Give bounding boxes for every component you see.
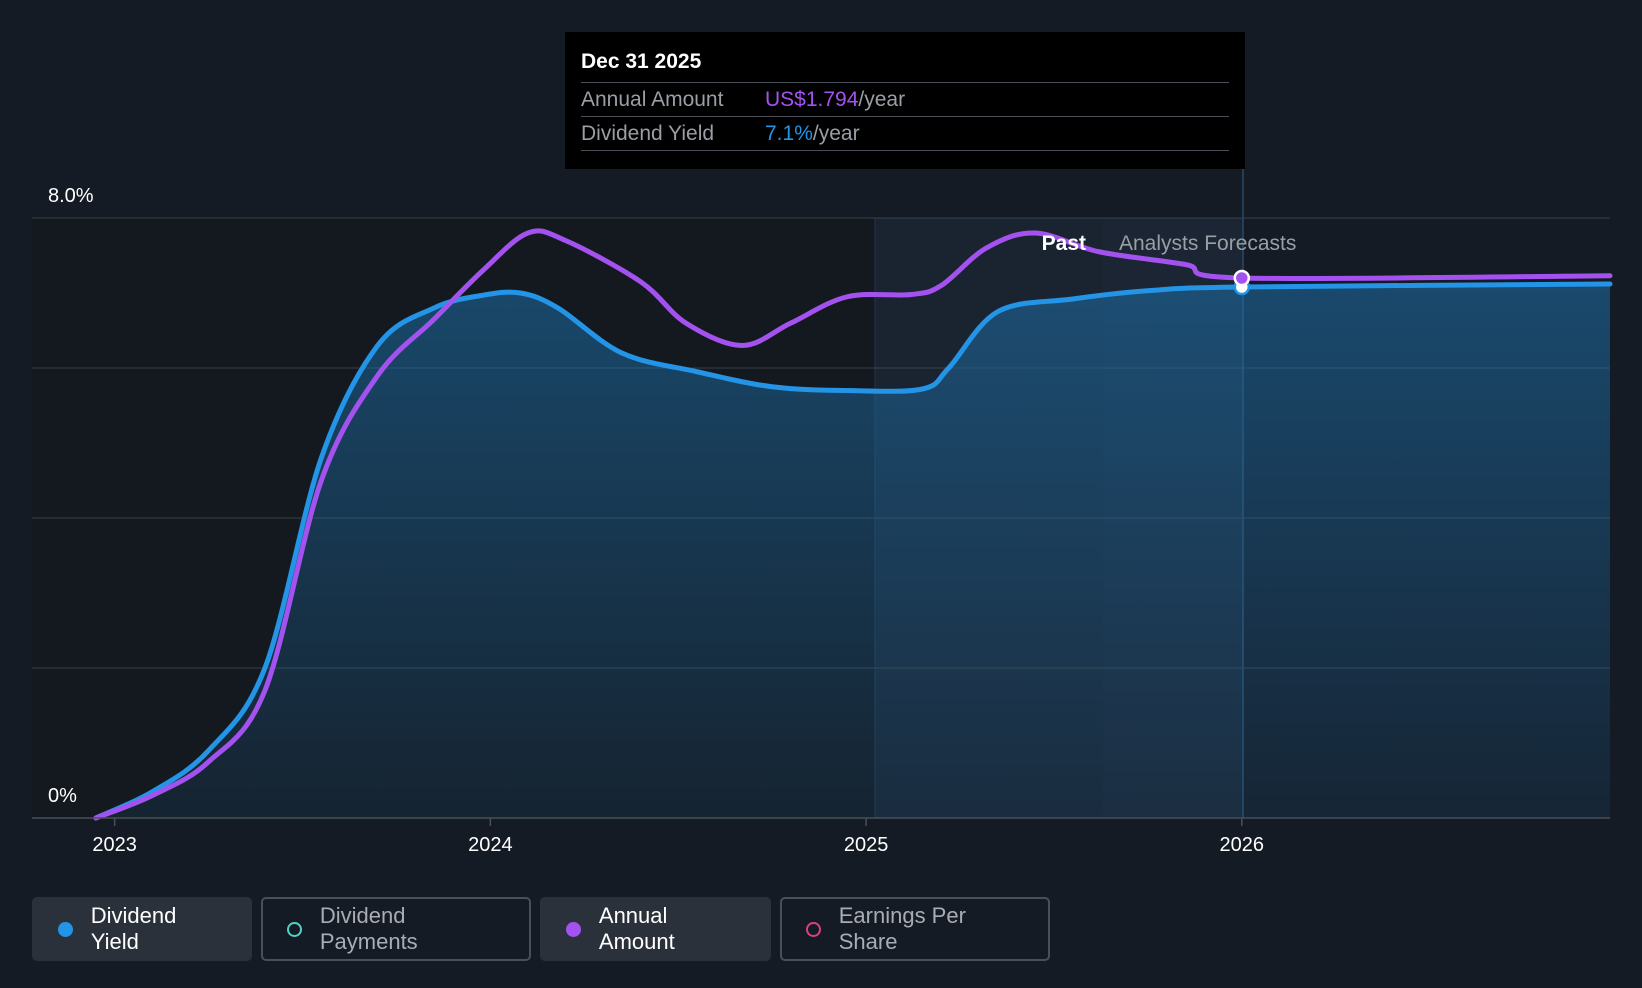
x-axis-ticks: 2023 2024 2025 2026 [92, 818, 1264, 856]
dividend-yield-line [93, 281, 1613, 821]
tooltip-annual-amount-label: Annual Amount [581, 88, 724, 111]
legend-dividend-yield-label: Dividend Yield [90, 903, 177, 954]
tooltip-row-annual-amount: Annual Amount US$1.794/year [581, 82, 1229, 116]
tooltip-annual-amount-value: US$1.794 [765, 88, 859, 111]
tooltip-row-dividend-yield: Dividend Yield 7.1%/year [581, 116, 1229, 151]
tooltip-dividend-yield-unit: /year [812, 122, 860, 145]
annual-amount-line [93, 228, 1613, 821]
y-tick-label-bottom: 0% [48, 785, 77, 807]
dividend-yield-dot-icon [58, 921, 73, 937]
legend-annual-amount-label: Annual Amount [598, 903, 675, 954]
annual-amount-dot-icon [566, 921, 581, 937]
legend-dividend-payments-button[interactable]: Dividend Payments [261, 897, 531, 961]
x-tick-label: 2026 [1220, 834, 1265, 856]
chart-legend: Dividend Yield Dividend Payments Annual … [32, 897, 1050, 961]
annual-amount-marker [1233, 269, 1251, 287]
y-tick-label-top: 8.0% [48, 185, 94, 207]
x-tick-label: 2025 [844, 834, 889, 856]
x-tick-label: 2023 [92, 834, 137, 856]
legend-annual-amount-button[interactable]: Annual Amount [540, 897, 771, 961]
earnings-per-share-circle-icon [806, 921, 821, 937]
x-tick-label: 2024 [468, 834, 513, 856]
past-label: Past [1042, 232, 1086, 255]
legend-earnings-per-share-label: Earnings Per Share [838, 903, 966, 954]
forecast-label: Analysts Forecasts [1119, 232, 1296, 255]
tooltip-date: Dec 31 2025 [581, 50, 702, 73]
dividend-payments-circle-icon [287, 921, 302, 937]
tooltip-dividend-yield-label: Dividend Yield [581, 122, 715, 145]
chart-tooltip: Dec 31 2025 Annual Amount US$1.794/year … [565, 32, 1245, 169]
tooltip-dividend-yield-value: 7.1% [765, 122, 813, 145]
legend-dividend-payments-label: Dividend Payments [319, 903, 418, 954]
legend-dividend-yield-button[interactable]: Dividend Yield [32, 897, 252, 961]
dividend-yield-area [95, 284, 1610, 818]
tooltip-annual-amount-unit: /year [858, 88, 906, 111]
legend-earnings-per-share-button[interactable]: Earnings Per Share [780, 897, 1050, 961]
